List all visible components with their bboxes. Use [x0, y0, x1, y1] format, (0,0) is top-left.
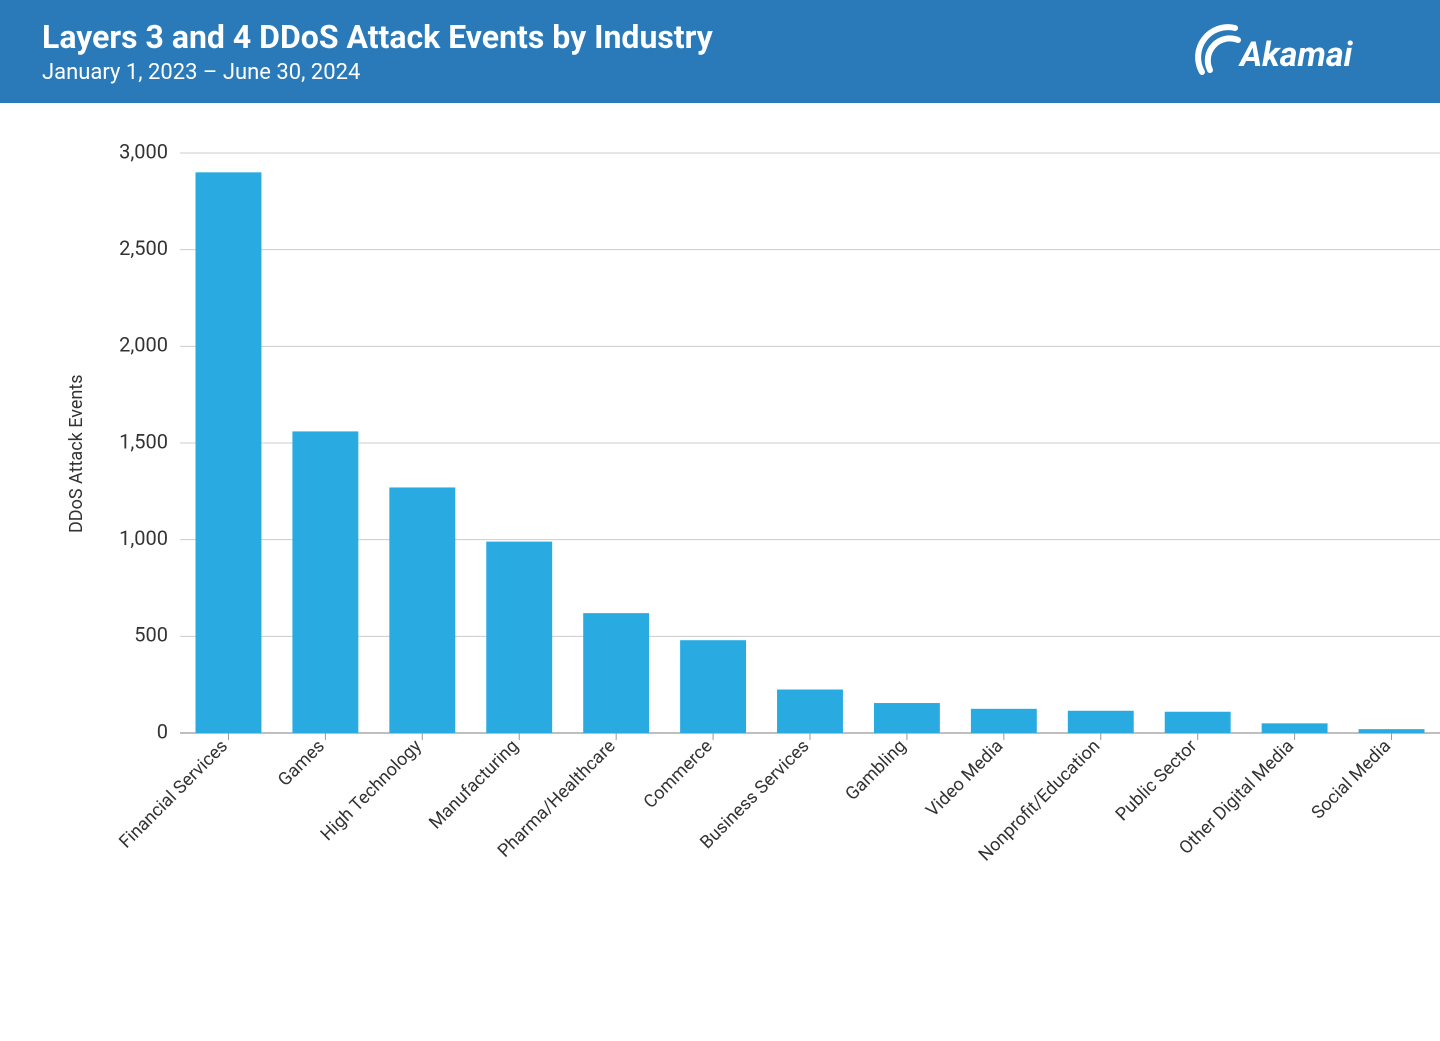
y-tick-label: 2,000	[119, 333, 168, 357]
y-axis-label: DDoS Attack Events	[66, 375, 87, 533]
chart-title: Layers 3 and 4 DDoS Attack Events by Ind…	[42, 18, 713, 56]
bar	[1262, 723, 1328, 733]
bar	[583, 613, 649, 733]
bar	[777, 690, 843, 734]
x-tick-label: Manufacturing	[425, 736, 523, 834]
bar-chart: 0 500 1,000 1,500 2,000 2,500 3,000 Financial S…	[60, 143, 1440, 963]
chart-container: DDoS Attack Events 0 500 1,000 1,500 2,000 2,…	[60, 143, 1380, 963]
header-text: Layers 3 and 4 DDoS Attack Events by Ind…	[42, 18, 713, 85]
x-tick-label: Video Media	[922, 736, 1007, 821]
x-tick-label: Social Media	[1307, 736, 1395, 824]
bar	[486, 542, 552, 733]
y-tick-label: 3,000	[119, 143, 168, 163]
bar	[680, 640, 746, 733]
x-tick-label: Gambling	[841, 736, 910, 805]
header-bar: Layers 3 and 4 DDoS Attack Events by Ind…	[0, 0, 1440, 103]
x-tick-label: Commerce	[640, 736, 717, 813]
chart-subtitle: January 1, 2023 – June 30, 2024	[42, 60, 713, 85]
x-tick-label: Games	[274, 736, 329, 791]
logo-text: Akamai	[1238, 35, 1354, 75]
bar	[1165, 712, 1231, 733]
y-tick-label: 2,500	[119, 236, 168, 260]
x-tick-label: Financial Services	[115, 736, 232, 853]
bar	[874, 703, 940, 733]
y-tick-label: 1,000	[119, 526, 168, 550]
x-tick-label: Public Sector	[1112, 736, 1202, 826]
bar	[1359, 729, 1425, 733]
y-tick-label: 500	[134, 623, 168, 647]
x-tick-label: High Technology	[317, 735, 427, 845]
bar	[389, 487, 455, 733]
bar	[196, 172, 262, 733]
y-tick-label: 0	[157, 719, 168, 743]
bar	[1068, 711, 1134, 733]
y-tick-label: 1,500	[119, 429, 168, 453]
bar	[292, 431, 358, 733]
akamai-logo: Akamai	[1190, 22, 1400, 82]
bar	[971, 709, 1037, 733]
